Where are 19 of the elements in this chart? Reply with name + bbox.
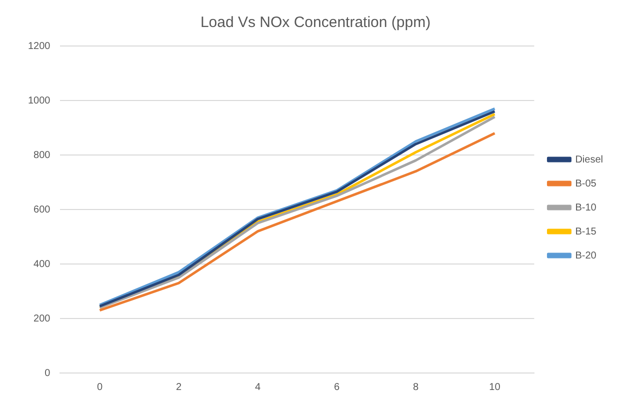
x-tick-label: 0 bbox=[96, 382, 103, 393]
y-tick-label: 600 bbox=[34, 204, 51, 216]
y-tick-label: 200 bbox=[34, 313, 51, 324]
x-tick-label: 8 bbox=[412, 382, 419, 393]
y-tick-label: 800 bbox=[34, 150, 51, 161]
y-tick-label: 1000 bbox=[28, 95, 51, 106]
legend-label: B-05 bbox=[575, 178, 597, 190]
y-tick-label: 0 bbox=[44, 368, 51, 379]
legend-label: B-15 bbox=[575, 226, 597, 238]
legend-label: B-10 bbox=[575, 202, 597, 214]
chart-title: Load Vs NOx Concentration (ppm) bbox=[200, 14, 431, 32]
y-tick-label: 1200 bbox=[28, 40, 51, 52]
y-tick-label: 400 bbox=[34, 258, 51, 270]
x-tick-label: 6 bbox=[334, 382, 340, 393]
x-tick-label: 10 bbox=[489, 382, 501, 393]
legend-label: Diesel bbox=[575, 154, 604, 166]
x-tick-label: 2 bbox=[176, 382, 182, 393]
x-tick-label: 4 bbox=[254, 382, 261, 393]
legend-label: B-20 bbox=[575, 250, 597, 262]
